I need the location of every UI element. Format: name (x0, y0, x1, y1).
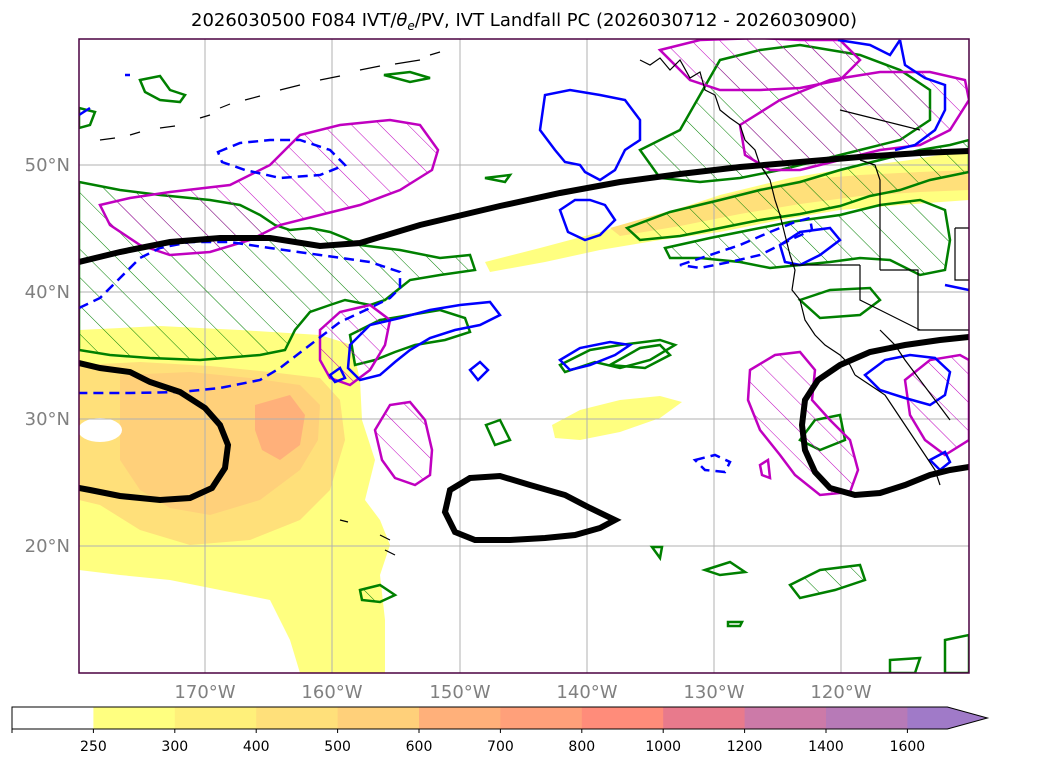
colorbar-tick-label: 800 (568, 739, 595, 755)
figure-title: 2026030500 F084 IVT/θe/PV, IVT Landfall … (191, 10, 857, 33)
pv-dashed-contours (79, 138, 814, 474)
colorbar-segment (663, 707, 746, 729)
colorbar-tick-label: 1600 (890, 739, 926, 755)
colorbar-tick-label: 300 (161, 739, 188, 755)
map-frame (78, 38, 970, 674)
colorbar-tick-label: 600 (406, 739, 433, 755)
colorbar-segment (337, 707, 420, 729)
colorbar-tick-label: 250 (80, 739, 107, 755)
colorbar-tick-label: 400 (243, 739, 270, 755)
colorbar-segment (744, 707, 827, 729)
theta-e-contours (79, 148, 969, 543)
colorbar-segment (93, 707, 176, 729)
lon-label: 140°W (556, 682, 617, 703)
colorbar-tick-label: 1400 (808, 739, 844, 755)
colorbar: 250 300 400 500 600 700 800 1000 1200 1400 1600 (11, 706, 998, 755)
colorbar-tick-label: 500 (324, 739, 351, 755)
colorbar-segment (826, 707, 908, 729)
lon-label: 120°W (810, 682, 871, 703)
lat-labels: 50°N 40°N 30°N 20°N (25, 155, 70, 557)
colorbar-tick-label: 700 (487, 739, 514, 755)
colorbar-segment (12, 707, 94, 729)
colorbar-segment (174, 707, 257, 729)
colorbar-segment (256, 707, 339, 729)
lon-label: 130°W (683, 682, 744, 703)
lon-label: 170°W (174, 682, 235, 703)
lat-label: 30°N (25, 409, 70, 430)
lat-label: 50°N (25, 155, 70, 176)
colorbar-segment (419, 707, 501, 729)
pv-contours (79, 39, 969, 472)
lat-label: 20°N (25, 536, 70, 557)
map-layers (79, 39, 969, 673)
lon-labels: 170°W 160°W 150°W 140°W 130°W 120°W (174, 682, 871, 703)
colorbar-segment (581, 707, 664, 729)
colorbar-outline (11, 706, 990, 730)
lon-label: 150°W (429, 682, 490, 703)
colorbar-tick-label: 1000 (645, 739, 681, 755)
colorbar-tick-label: 1200 (727, 739, 763, 755)
lon-label: 160°W (301, 682, 362, 703)
coastlines (99, 51, 969, 556)
lat-label: 40°N (25, 282, 70, 303)
colorbar-segment (500, 707, 583, 729)
